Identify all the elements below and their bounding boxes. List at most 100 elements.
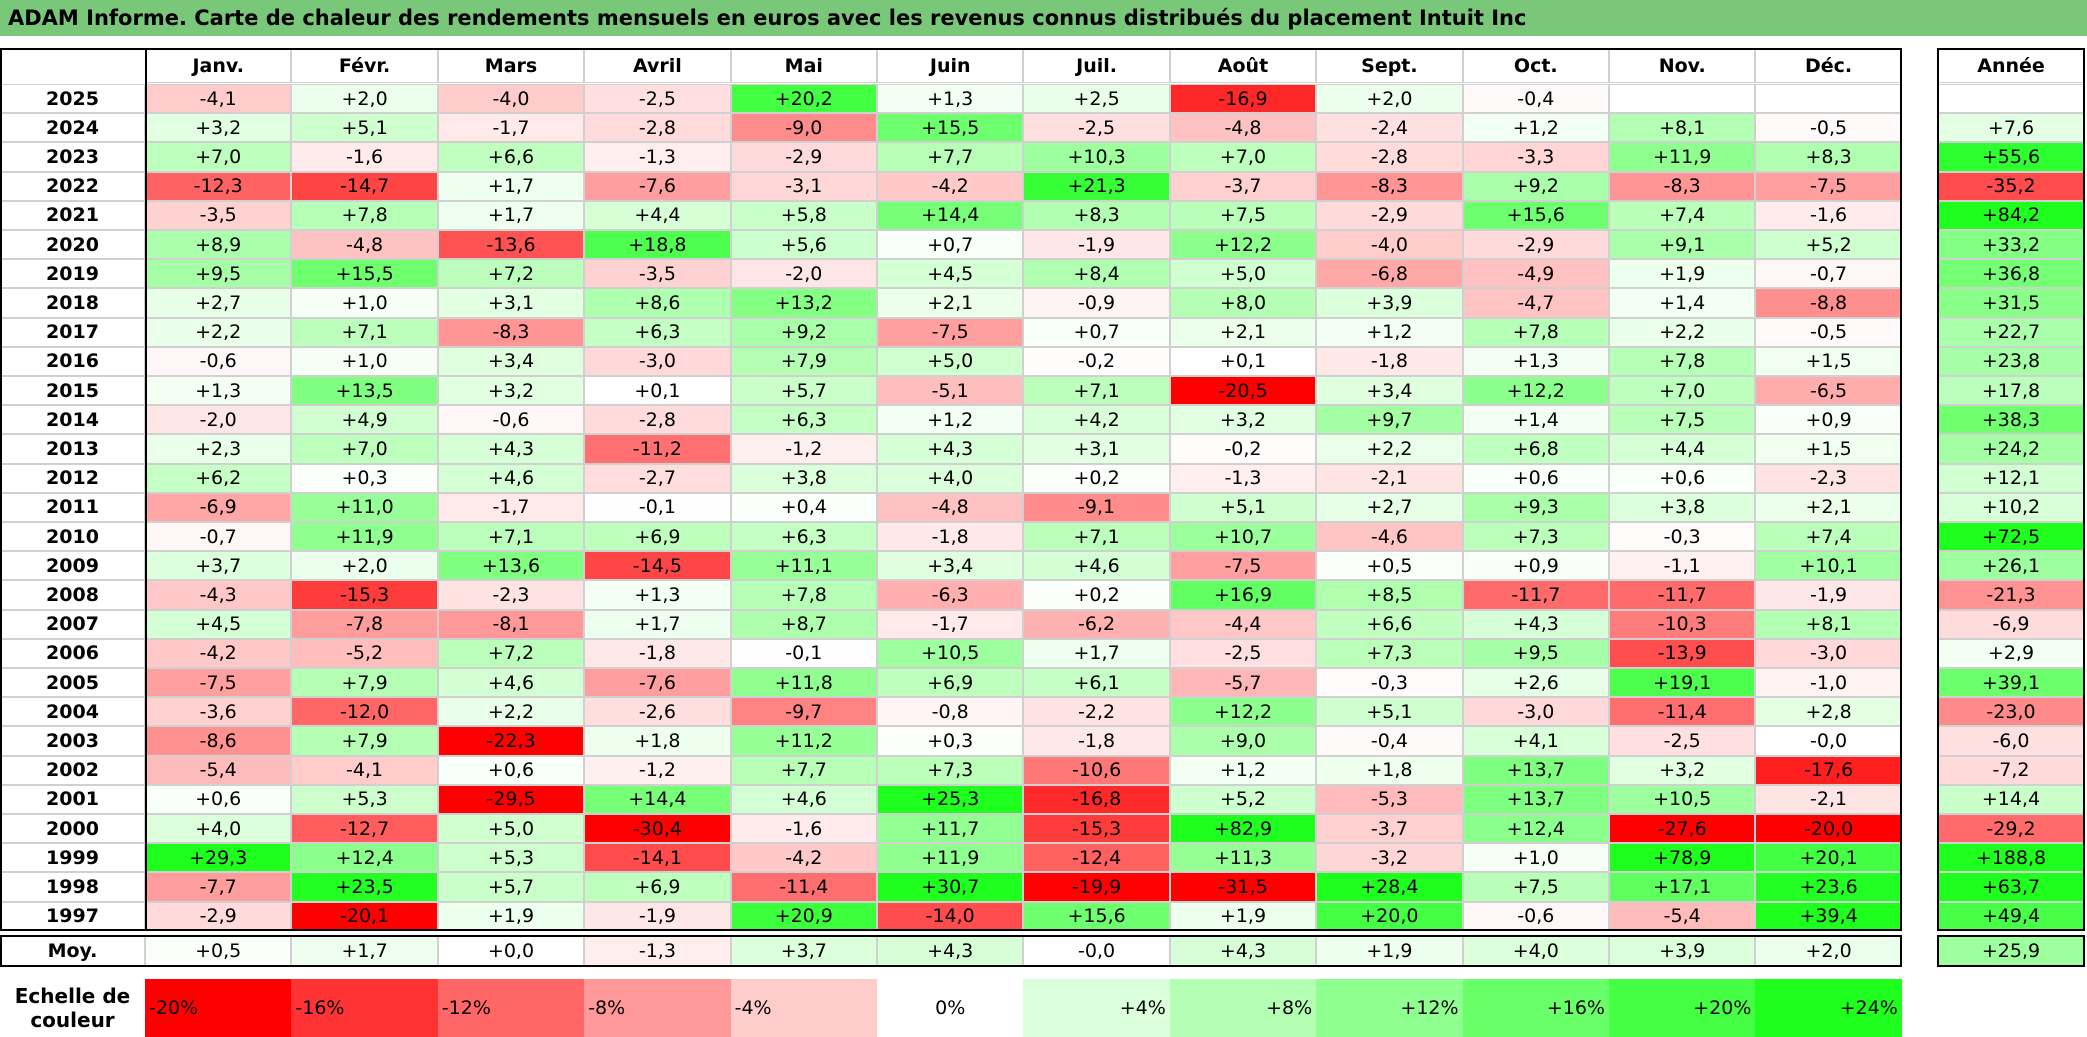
cell: +12,4 — [1462, 814, 1609, 844]
legend-swatch: +12% — [1316, 978, 1463, 1037]
cell: -0,6 — [145, 346, 292, 376]
year-label: 2008 — [0, 580, 145, 610]
cell: -14,0 — [877, 901, 1024, 931]
cell: -11,4 — [730, 872, 877, 902]
cell: -1,6 — [730, 814, 877, 844]
cell: -2,5 — [1169, 638, 1317, 668]
cell: -2,9 — [730, 142, 877, 172]
cell: +13,7 — [1462, 755, 1609, 785]
cell: -1,8 — [877, 522, 1024, 552]
cell: -2,3 — [437, 580, 585, 610]
cell: +28,4 — [1316, 872, 1463, 902]
cell: -1,9 — [1755, 580, 1902, 610]
cell: +6,9 — [584, 872, 731, 902]
cell: -1,6 — [1755, 200, 1902, 230]
cell: +7,3 — [1316, 638, 1463, 668]
cell: -5,7 — [1169, 668, 1317, 698]
cell: +2,2 — [145, 317, 292, 347]
cell: -12,0 — [291, 697, 438, 727]
cell: -6,2 — [1023, 609, 1170, 639]
cell: -11,2 — [584, 434, 731, 464]
legend-swatch: -8% — [584, 978, 731, 1037]
cell: -4,8 — [291, 230, 438, 260]
cell: +5,0 — [437, 814, 585, 844]
month-header: Avril — [584, 48, 731, 83]
cell: -1,3 — [1169, 463, 1317, 493]
cell: +7,0 — [1609, 376, 1756, 406]
cell: -0,5 — [1755, 317, 1902, 347]
cell: +2,1 — [877, 288, 1024, 318]
cell-annual: -21,3 — [1937, 580, 2085, 610]
cell-annual: +188,8 — [1937, 843, 2085, 873]
cell: +1,4 — [1609, 288, 1756, 318]
cell: +3,9 — [1316, 288, 1463, 318]
year-label: 2003 — [0, 726, 145, 756]
cell: -2,4 — [1316, 113, 1463, 143]
cell-annual: +12,1 — [1937, 463, 2085, 493]
cell: -3,5 — [145, 200, 292, 230]
cell: +7,7 — [730, 755, 877, 785]
cell: +11,3 — [1169, 843, 1317, 873]
cell: +3,4 — [437, 346, 585, 376]
cell: -1,7 — [437, 113, 585, 143]
cell: +13,6 — [437, 551, 585, 581]
cell: -8,3 — [1316, 171, 1463, 201]
cell: -0,7 — [145, 522, 292, 552]
cell: -2,9 — [145, 901, 292, 931]
cell: +1,4 — [1462, 405, 1609, 435]
cell: +3,2 — [145, 113, 292, 143]
cell: -2,3 — [1755, 463, 1902, 493]
cell: +5,0 — [1169, 259, 1317, 289]
cell: -1,8 — [1316, 346, 1463, 376]
cell: +13,2 — [730, 288, 877, 318]
cell: -1,8 — [1023, 726, 1170, 756]
cell: +5,3 — [291, 784, 438, 814]
legend-swatch: 0% — [877, 978, 1024, 1037]
cell: +5,1 — [1169, 492, 1317, 522]
cell: +3,1 — [437, 288, 585, 318]
cell: +20,2 — [730, 84, 877, 114]
cell: -16,8 — [1023, 784, 1170, 814]
cell: +11,2 — [730, 726, 877, 756]
year-label: 2016 — [0, 346, 145, 376]
cell: -2,0 — [145, 405, 292, 435]
cell: -2,5 — [1609, 726, 1756, 756]
cell: +17,1 — [1609, 872, 1756, 902]
cell-annual: +63,7 — [1937, 872, 2085, 902]
cell: +4,5 — [145, 609, 292, 639]
year-label: 2012 — [0, 463, 145, 493]
cell: +7,8 — [1462, 317, 1609, 347]
average-cell: +3,9 — [1609, 934, 1756, 967]
cell: -1,3 — [584, 142, 731, 172]
cell: -8,3 — [1609, 171, 1756, 201]
cell: +7,0 — [291, 434, 438, 464]
cell: +9,3 — [1462, 492, 1609, 522]
cell: -2,0 — [730, 259, 877, 289]
cell: -7,5 — [1169, 551, 1317, 581]
cell: -20,5 — [1169, 376, 1317, 406]
month-header: Oct. — [1462, 48, 1609, 83]
cell: -9,1 — [1023, 492, 1170, 522]
cell: +11,8 — [730, 668, 877, 698]
cell: +1,0 — [291, 288, 438, 318]
cell: -4,3 — [145, 580, 292, 610]
month-header: Juil. — [1023, 48, 1170, 83]
cell: +6,6 — [437, 142, 585, 172]
cell: -0,7 — [1755, 259, 1902, 289]
cell: +0,9 — [1462, 551, 1609, 581]
cell: +3,4 — [1316, 376, 1463, 406]
cell-annual: +84,2 — [1937, 200, 2085, 230]
cell: -5,3 — [1316, 784, 1463, 814]
cell-annual: +26,1 — [1937, 551, 2085, 581]
cell: +11,9 — [1609, 142, 1756, 172]
cell: +3,7 — [145, 551, 292, 581]
cell: +9,5 — [1462, 638, 1609, 668]
cell: +10,7 — [1169, 522, 1317, 552]
cell: -0,0 — [1755, 726, 1902, 756]
cell: +6,9 — [584, 522, 731, 552]
cell: -11,7 — [1609, 580, 1756, 610]
cell: -2,5 — [584, 84, 731, 114]
cell: -27,6 — [1609, 814, 1756, 844]
cell: +10,5 — [877, 638, 1024, 668]
